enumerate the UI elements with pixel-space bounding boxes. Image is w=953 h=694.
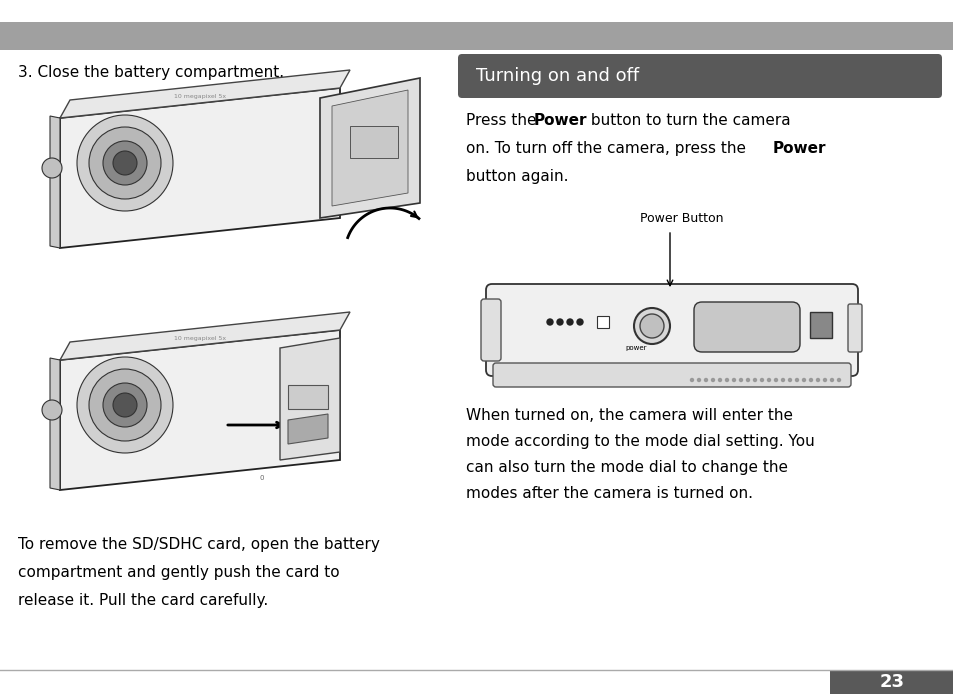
Text: on. To turn off the camera, press the: on. To turn off the camera, press the	[465, 140, 750, 155]
Circle shape	[77, 115, 172, 211]
Circle shape	[546, 319, 553, 325]
Text: 0: 0	[259, 475, 264, 481]
Circle shape	[767, 378, 770, 382]
Text: Power: Power	[772, 140, 825, 155]
Polygon shape	[60, 88, 339, 248]
Text: release it. Pull the card carefully.: release it. Pull the card carefully.	[18, 593, 268, 607]
Circle shape	[103, 141, 147, 185]
Circle shape	[634, 308, 669, 344]
FancyBboxPatch shape	[493, 363, 850, 387]
Polygon shape	[319, 78, 419, 218]
Circle shape	[809, 378, 812, 382]
FancyBboxPatch shape	[847, 304, 862, 352]
Text: modes after the camera is turned on.: modes after the camera is turned on.	[465, 486, 752, 500]
Bar	[288, 385, 328, 409]
Circle shape	[760, 378, 762, 382]
Text: mode according to the mode dial setting. You: mode according to the mode dial setting.…	[465, 434, 814, 448]
Circle shape	[103, 383, 147, 427]
Circle shape	[112, 151, 137, 175]
Circle shape	[816, 378, 819, 382]
FancyBboxPatch shape	[457, 54, 941, 98]
Polygon shape	[280, 338, 339, 460]
Circle shape	[801, 378, 804, 382]
Circle shape	[774, 378, 777, 382]
FancyBboxPatch shape	[485, 284, 857, 376]
Text: button again.: button again.	[465, 169, 568, 183]
Circle shape	[577, 319, 582, 325]
Circle shape	[703, 378, 707, 382]
Circle shape	[745, 378, 749, 382]
Circle shape	[781, 378, 783, 382]
Circle shape	[788, 378, 791, 382]
Circle shape	[837, 378, 840, 382]
Circle shape	[639, 314, 663, 338]
Circle shape	[42, 158, 62, 178]
Polygon shape	[288, 414, 328, 444]
Circle shape	[822, 378, 825, 382]
FancyBboxPatch shape	[693, 302, 800, 352]
Text: Power: Power	[534, 112, 587, 128]
Circle shape	[718, 378, 720, 382]
Circle shape	[112, 393, 137, 417]
Circle shape	[711, 378, 714, 382]
Text: When turned on, the camera will enter the: When turned on, the camera will enter th…	[465, 407, 792, 423]
Polygon shape	[60, 312, 350, 360]
Circle shape	[830, 378, 833, 382]
Polygon shape	[50, 358, 60, 490]
Text: 23: 23	[879, 673, 903, 691]
Bar	[0, 22, 953, 50]
Circle shape	[77, 357, 172, 453]
Text: Turning on and off: Turning on and off	[476, 67, 639, 85]
Text: compartment and gently push the card to: compartment and gently push the card to	[18, 564, 339, 579]
Bar	[597, 316, 608, 328]
Text: Power Button: Power Button	[639, 212, 722, 224]
Polygon shape	[50, 116, 60, 248]
Circle shape	[732, 378, 735, 382]
Text: 10 megapixel 5x: 10 megapixel 5x	[173, 335, 226, 341]
Circle shape	[557, 319, 562, 325]
Text: 10 megapixel 5x: 10 megapixel 5x	[173, 94, 226, 99]
Polygon shape	[332, 90, 408, 206]
Text: power: power	[624, 345, 646, 351]
Circle shape	[690, 378, 693, 382]
Text: Press the: Press the	[465, 112, 540, 128]
Bar	[809, 312, 831, 338]
Circle shape	[89, 127, 161, 199]
Circle shape	[739, 378, 741, 382]
FancyBboxPatch shape	[480, 299, 500, 361]
Text: can also turn the mode dial to change the: can also turn the mode dial to change th…	[465, 459, 787, 475]
Circle shape	[42, 400, 62, 420]
Text: To remove the SD/SDHC card, open the battery: To remove the SD/SDHC card, open the bat…	[18, 536, 379, 552]
Circle shape	[724, 378, 728, 382]
Circle shape	[566, 319, 573, 325]
Bar	[350, 126, 397, 158]
Circle shape	[89, 369, 161, 441]
Circle shape	[795, 378, 798, 382]
Circle shape	[753, 378, 756, 382]
Text: button to turn the camera: button to turn the camera	[585, 112, 790, 128]
Polygon shape	[60, 330, 339, 490]
Polygon shape	[60, 70, 350, 118]
Bar	[829, 670, 953, 694]
Circle shape	[697, 378, 700, 382]
Text: 3. Close the battery compartment.: 3. Close the battery compartment.	[18, 65, 284, 80]
